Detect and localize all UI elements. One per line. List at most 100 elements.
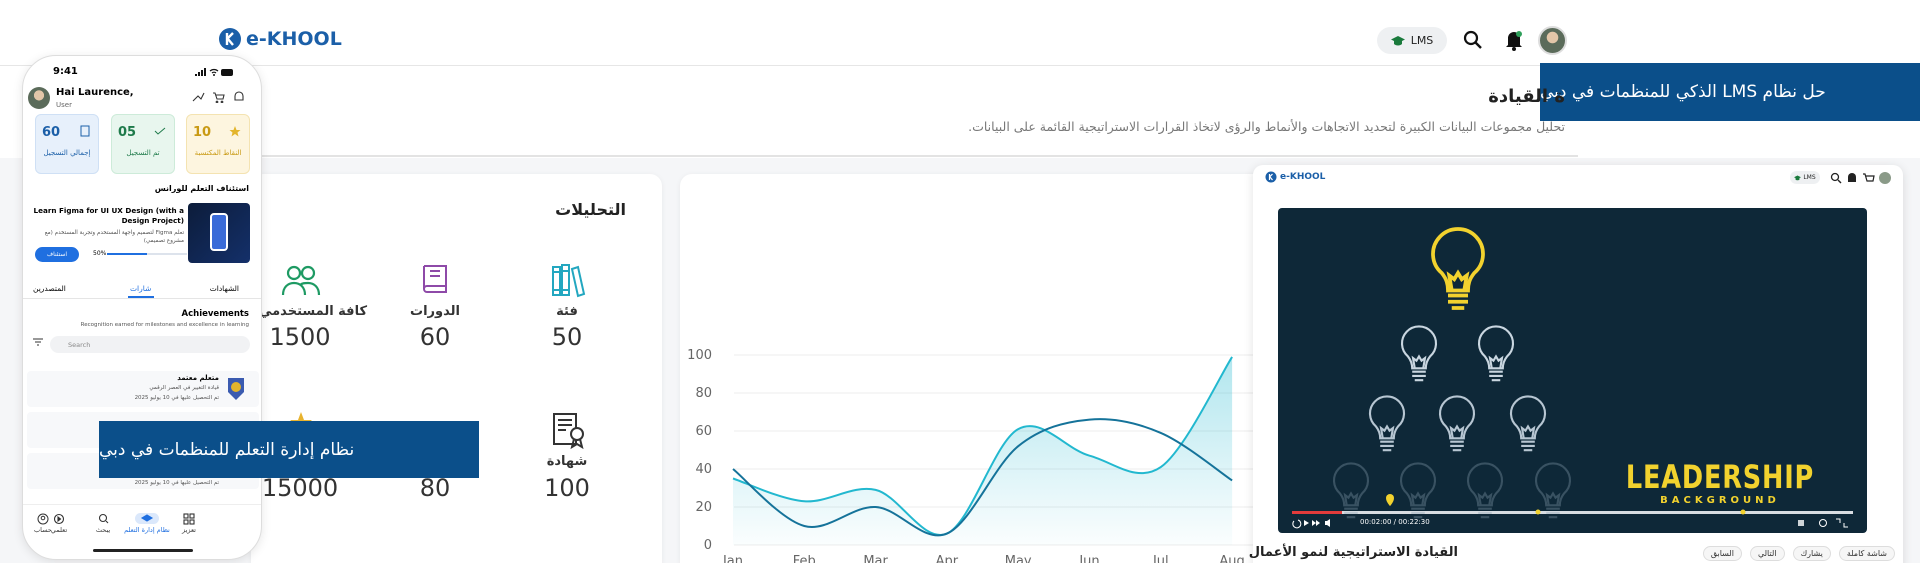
bulb-base <box>1448 293 1468 310</box>
tab[interactable]: المتصدرين <box>33 284 66 293</box>
bulb-filament <box>1411 354 1427 369</box>
nav-item[interactable]: حساب <box>34 526 52 534</box>
share-button[interactable]: يشارك <box>1792 546 1831 561</box>
card-icon <box>154 127 166 135</box>
stat-label: كافة المستخدمي <box>258 304 368 319</box>
line <box>732 356 1233 536</box>
bulb-filament <box>1449 424 1465 439</box>
achievements-subtitle: Recognition earned for milestones and ex… <box>80 322 249 328</box>
bulb-filament <box>1343 491 1359 506</box>
courses-icon <box>423 265 447 293</box>
bulb-base <box>1521 440 1535 452</box>
next-button[interactable]: التالي <box>1749 546 1785 561</box>
cap-icon <box>1390 35 1405 45</box>
header-divider <box>0 65 1920 66</box>
home-indicator <box>93 549 193 552</box>
search-icon[interactable] <box>1463 30 1483 50</box>
video-header-icons[interactable] <box>1830 171 1892 185</box>
category-icon <box>552 264 586 298</box>
bulb-shape <box>1466 462 1504 507</box>
y-tick-label: 20 <box>695 500 712 515</box>
nav-item-active[interactable]: نظام إدارة التعلم <box>124 526 170 534</box>
bulb-shape <box>1534 462 1572 507</box>
y-tick-label: 80 <box>695 386 712 401</box>
tabs-divider <box>23 298 261 299</box>
y-tick-label: 0 <box>704 538 712 553</box>
x-tick-label: Aug <box>1219 554 1244 563</box>
logo-text: e-KHOOL <box>246 28 342 50</box>
card-label: إجمالي التسجيل <box>43 149 91 157</box>
bell-icon[interactable] <box>1504 29 1524 51</box>
nav-item[interactable]: يبحث <box>95 526 111 534</box>
bulb-shape <box>1400 325 1438 370</box>
nav-icons <box>53 513 195 525</box>
stat-value: 1500 <box>269 323 331 351</box>
search-box[interactable]: Search <box>50 336 250 353</box>
player-controls[interactable] <box>1292 518 1848 529</box>
x-tick-label: Apr <box>936 554 959 563</box>
video-player[interactable]: LEADERSHIP BACKGROUND 00:02:00 / 00:22:3… <box>1278 208 1867 533</box>
y-tick-label: 100 <box>687 348 712 363</box>
nav-divider <box>23 504 261 505</box>
avatar[interactable] <box>28 87 50 109</box>
marker <box>1386 494 1394 506</box>
bulb-shape <box>1509 395 1547 440</box>
x-tick-label: Feb <box>793 554 816 563</box>
card-icon <box>80 125 90 137</box>
bulb <box>1466 462 1504 519</box>
video-time: 00:02:00 / 00:22:30 <box>1360 518 1430 526</box>
fullscreen-button[interactable]: شاشة كاملة <box>1838 546 1895 561</box>
x-tick-label: Mar <box>863 554 888 563</box>
bulb-filament <box>1488 354 1504 369</box>
item-subtitle: قيادة التغيير في العصر الرقمي <box>149 385 219 391</box>
previous-button[interactable]: السابق <box>1702 546 1742 561</box>
analytics-title: التحليلات <box>555 200 626 219</box>
stat-card: 10 النقاط المكتسبة <box>186 114 250 174</box>
nav-item[interactable]: تعلمي <box>50 526 68 534</box>
x-tick-label: May <box>1005 554 1032 563</box>
line-chart: 0 20 40 60 80 100 Jan Feb Mar Apr May Jun Jul Aug <box>687 348 1260 563</box>
stat-value: 80 <box>419 474 451 502</box>
stat-value: 15000 <box>261 474 339 502</box>
course-progress: 50% <box>93 250 107 257</box>
achievement-item[interactable] <box>27 371 259 407</box>
lms-badge[interactable]: LMS <box>1790 171 1820 184</box>
badge-text: LMS <box>1410 34 1434 47</box>
stat-label: فئة <box>556 304 578 319</box>
resume-button[interactable]: استئناف <box>35 247 79 262</box>
bulb-base <box>1450 440 1464 452</box>
progress-track <box>1292 511 1853 514</box>
nav-item[interactable]: تعزيز <box>182 526 196 534</box>
filter-icon[interactable] <box>33 338 43 346</box>
header-icons[interactable] <box>191 91 247 103</box>
x-tick-label: Jul <box>1152 554 1169 563</box>
tab-indicator <box>128 296 154 298</box>
bulb-shape <box>1438 395 1476 440</box>
phone-mockup: 9:41 Hai Laurence, User 60 إجمالي التسجيل… <box>22 55 262 560</box>
logo[interactable]: e-KHOOL <box>218 27 342 51</box>
lms-badge[interactable]: LMS <box>1377 27 1447 54</box>
video-frame <box>1292 227 1853 529</box>
page-title: ة القيادة <box>1488 86 1565 107</box>
area <box>733 356 1233 545</box>
bulb <box>1332 462 1370 519</box>
status-time: 9:41 <box>53 66 78 77</box>
tab-active[interactable]: شارات <box>130 284 152 293</box>
item-date: تم التحصيل عليها في 10 يوليو 2025 <box>134 395 219 401</box>
bulb-shape <box>1477 325 1515 370</box>
bulb-filament <box>1410 491 1426 506</box>
promo-banner: نظام إدارة التعلم للمنظمات في دبي <box>99 421 479 478</box>
page-subtitle: تحليل مجموعات البيانات الكبيرة لتحديد ال… <box>968 119 1565 134</box>
tab[interactable]: الشهادات <box>209 284 239 293</box>
section-divider <box>250 155 1578 157</box>
role: User <box>56 101 72 109</box>
bulb-filament <box>1477 491 1493 506</box>
bulb-base <box>1412 370 1426 382</box>
stat-label: شهادة <box>546 454 588 469</box>
avatar[interactable] <box>1538 26 1567 55</box>
bulb-filament <box>1379 424 1395 439</box>
item-date: تم التحصيل عليها في 10 يوليو 2025 <box>134 480 219 486</box>
logo-text: e-KHOOL <box>1280 172 1326 182</box>
users-icon <box>281 265 321 296</box>
